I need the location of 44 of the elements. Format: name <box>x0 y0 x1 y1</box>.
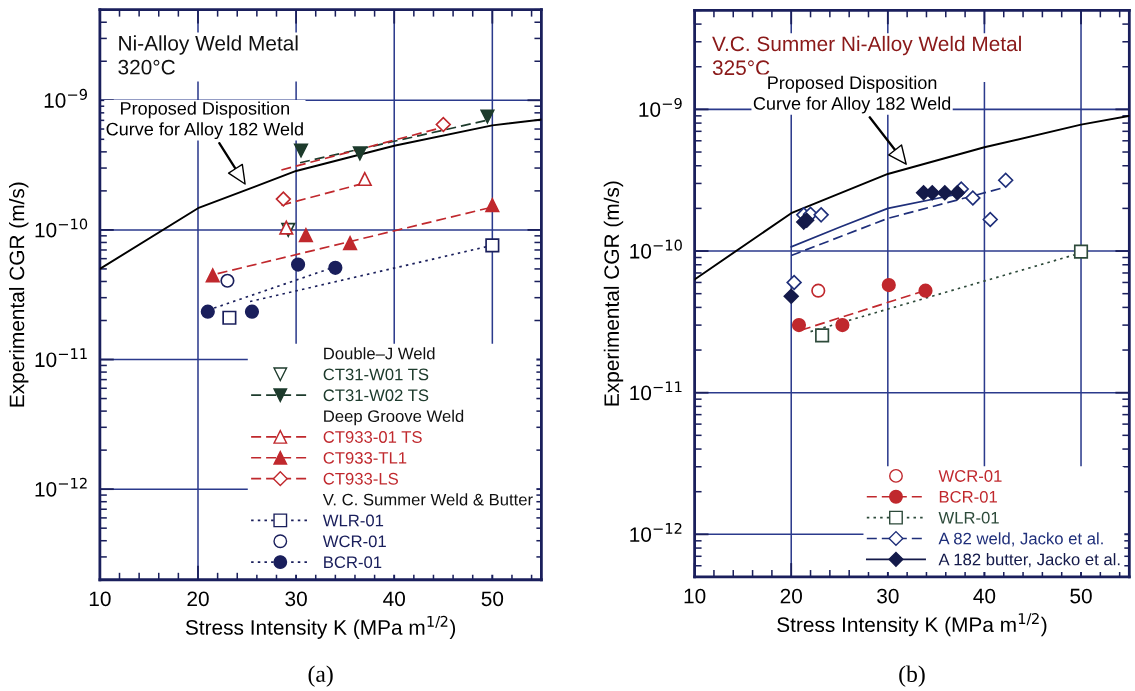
y-tick-label: 10$^{−10}$ <box>630 239 682 259</box>
legend-label: WLR-01 <box>938 511 999 524</box>
legend-label: A 82 weld, Jacko et al. <box>938 532 1103 547</box>
text: V.C. Summer Ni-Alloy Weld Metal 325°C <box>712 35 1021 76</box>
y-tick-label: 10$^{−9}$ <box>44 88 87 108</box>
annotation: V. C. Summer Weld & Butter <box>322 493 533 506</box>
y-tick-label: 10$^{−9}$ <box>639 97 682 117</box>
x-tick-label: 40 <box>383 591 405 607</box>
x-tick-label: 20 <box>780 588 802 604</box>
y-tick-label: 10$^{−11}$ <box>630 381 682 401</box>
legend-label: CT933-LS <box>323 472 398 485</box>
x-tick-label: 10 <box>684 588 706 604</box>
x-tick-label: 10 <box>89 591 111 607</box>
x-tick-label: 30 <box>285 591 307 607</box>
y-tick-label: 10$^{−10}$ <box>35 218 88 238</box>
y-tick-label: 10$^{−12}$ <box>35 477 87 497</box>
legend-label: BCR-01 <box>324 556 382 569</box>
text: (b) <box>899 665 925 687</box>
x-tick-label: 30 <box>877 588 899 604</box>
text: Ni-Alloy Weld Metal 320°C <box>118 35 298 75</box>
legend-label: WCR-01 <box>322 535 386 548</box>
legend-label: CT31-W01 TS <box>323 368 429 381</box>
x-axis-title: Stress Intensity K (MPa m$^{1/2}$) <box>185 615 456 639</box>
text: (a) <box>308 665 333 687</box>
legend-label: WCR-01 <box>938 470 1002 482</box>
y-tick-label: 10$^{−11}$ <box>35 348 87 368</box>
legend-label: WLR-01 <box>322 514 384 527</box>
x-tick-label: 50 <box>1070 588 1092 604</box>
annotation: Proposed Disposition Curve for Alloy 182 Weld <box>106 101 303 140</box>
x-tick-label: 20 <box>187 591 209 607</box>
legend-label: CT933-01 TS <box>323 431 422 443</box>
annotation: Proposed Disposition Curve for Alloy 182 Weld <box>753 75 951 114</box>
y-axis-title: Experimental CGR (m/s) <box>603 181 624 406</box>
legend-label: A 182 butter, Jacko et al. <box>938 553 1120 568</box>
legend-label: BCR-01 <box>939 490 997 503</box>
legend-label: CT933-TL1 <box>323 451 407 464</box>
y-tick-label: 10$^{−12}$ <box>630 522 682 542</box>
annotation: Deep Groove Weld <box>324 409 464 426</box>
legend-label: CT31-W02 TS <box>323 389 429 402</box>
x-tick-label: 40 <box>973 588 996 604</box>
x-axis-title: Stress Intensity K (MPa m$^{1/2}$) <box>777 613 1047 637</box>
y-axis-title: Experimental CGR (m/s) <box>9 182 29 407</box>
annotation: Double–J Weld <box>324 347 435 360</box>
x-tick-label: 50 <box>481 591 504 607</box>
